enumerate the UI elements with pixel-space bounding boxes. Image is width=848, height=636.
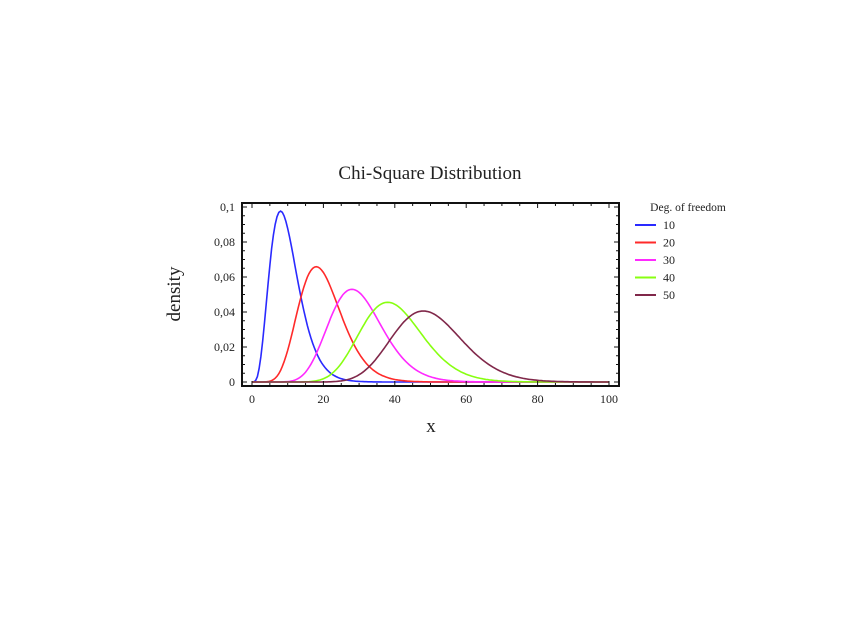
x-tick-label: 0 [249, 392, 255, 406]
plot-frame [241, 202, 620, 387]
x-tick-label: 60 [460, 392, 472, 406]
series-line-df-20 [252, 265, 609, 383]
legend-label-10: 10 [663, 218, 675, 232]
x-tick-label: 40 [389, 392, 401, 406]
x-axis-label: x [426, 416, 436, 437]
legend-label-30: 30 [663, 253, 675, 267]
legend: Deg. of freedom 10 20 30 40 50 [635, 202, 726, 302]
series-line-df-40 [252, 301, 609, 383]
legend-title: Deg. of freedom [650, 202, 726, 214]
y-tick-label: 0,06 [214, 270, 235, 284]
x-tick-labels: 0 20 40 60 80 100 [249, 392, 618, 406]
y-tick-label: 0,1 [220, 200, 235, 214]
series-line-df-10 [251, 210, 609, 383]
y-tick-label: 0,04 [214, 305, 235, 319]
series-line-df-50 [252, 310, 609, 383]
y-axis-label: density [164, 266, 185, 321]
legend-label-50: 50 [663, 288, 675, 302]
y-tick-label: 0 [229, 375, 235, 389]
series-layer [251, 210, 609, 383]
x-tick-label: 20 [317, 392, 329, 406]
y-tick-labels: 0 0,02 0,04 0,06 0,08 0,1 [214, 200, 235, 389]
y-tick-label: 0,08 [214, 235, 235, 249]
legend-label-40: 40 [663, 271, 675, 285]
ticks [242, 203, 619, 386]
series-line-df-30 [252, 288, 609, 383]
legend-label-20: 20 [663, 236, 675, 250]
chart-title: Chi-Square Distribution [338, 163, 522, 184]
x-tick-label: 80 [532, 392, 544, 406]
y-tick-label: 0,02 [214, 340, 235, 354]
x-tick-label: 100 [600, 392, 618, 406]
